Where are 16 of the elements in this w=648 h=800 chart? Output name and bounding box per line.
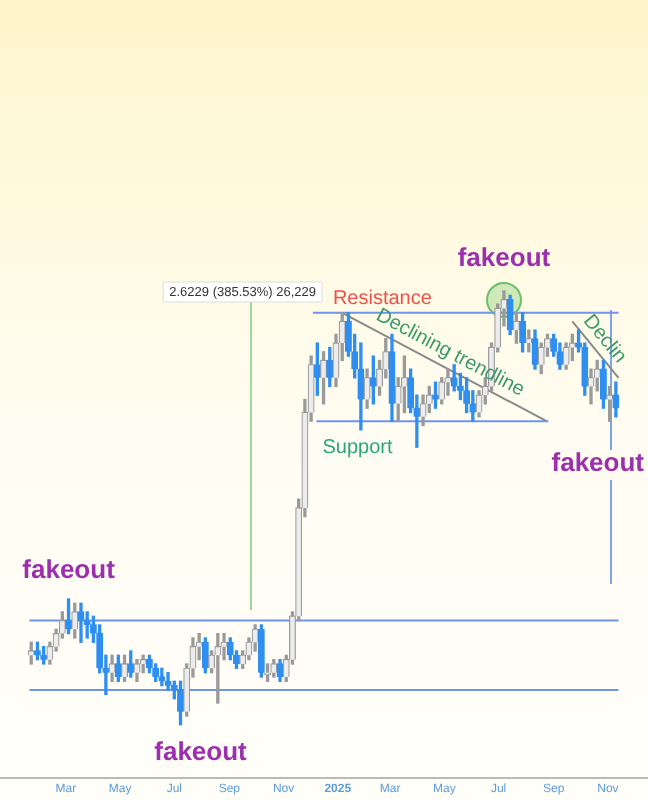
annotation: fakeout: [551, 447, 646, 478]
candlestick: [152, 663, 160, 682]
candlestick: [177, 680, 184, 726]
annotation: fakeout: [154, 735, 249, 766]
candlestick: [444, 368, 452, 396]
candlestick: [599, 359, 607, 409]
candlestick: [512, 312, 520, 344]
candlestick: [65, 598, 73, 635]
candlestick: [519, 312, 527, 353]
annotation: fakeout: [22, 554, 117, 585]
candlestick: [201, 637, 209, 674]
candlestick: [320, 351, 328, 405]
candlestick: [145, 654, 153, 674]
candlestick: [121, 654, 128, 682]
series-label: Support: [322, 436, 393, 459]
annotation: fakeout: [457, 242, 552, 273]
